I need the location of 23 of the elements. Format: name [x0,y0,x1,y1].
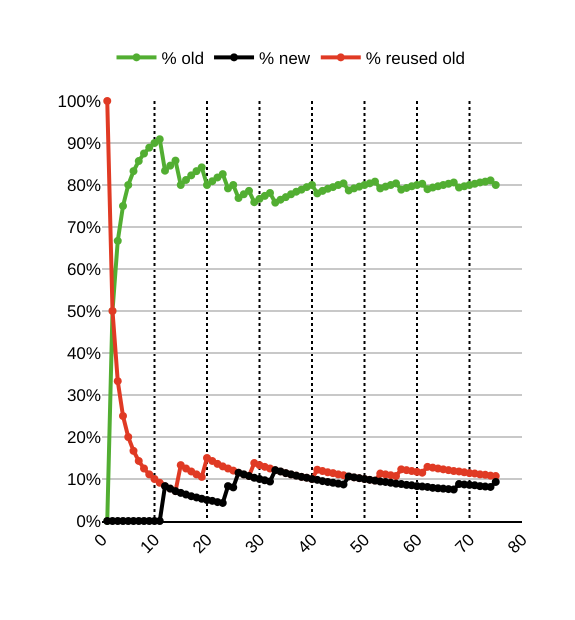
y-tick-label: 90% [66,134,101,153]
y-tick-label: 70% [66,218,101,237]
x-tick-label: 10 [136,530,164,558]
x-tick-label: 50 [346,530,374,558]
x-tick-label: 40 [294,530,321,558]
y-tick-label: 100% [58,92,101,111]
y-tick-label: 40% [66,344,101,363]
y-tick-label: 60% [66,260,101,279]
y-tick-label: 50% [66,302,101,321]
x-tick-label: 0 [90,530,111,550]
x-tick-label: 60 [399,530,426,558]
x-tick-label: 20 [189,530,216,558]
legend-label: % reused old [366,48,466,68]
x-tick-label: 70 [452,530,478,558]
y-tick-label: 10% [66,470,101,489]
x-tick-label: 30 [242,530,268,558]
x-tick-label: 80 [504,530,531,558]
legend-label: % new [259,48,311,68]
y-tick-label: 0% [76,512,101,531]
y-tick-label: 80% [66,176,101,195]
y-tick-label: 30% [66,386,101,405]
legend-label: % old [162,48,204,68]
y-tick-label: 20% [66,428,101,447]
